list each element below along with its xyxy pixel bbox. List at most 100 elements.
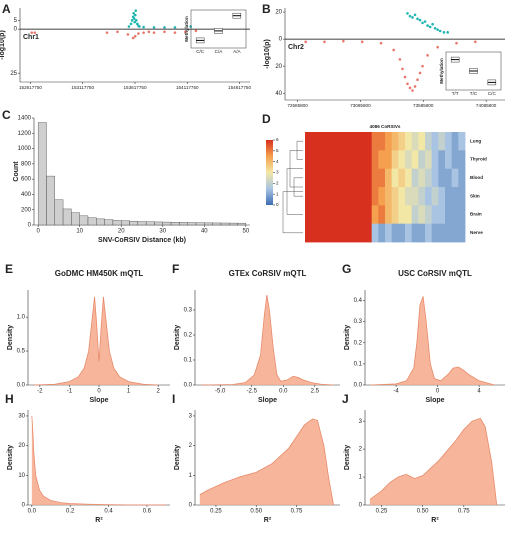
y-tick-label: 3 <box>189 414 193 420</box>
area-fill <box>369 418 497 505</box>
inset-y-label: Methylation <box>439 58 444 84</box>
panel-letter: D <box>262 112 271 126</box>
x-axis-label: Slope <box>425 397 444 404</box>
heat-cell <box>365 205 373 225</box>
y-axis-label: -log10(p) <box>264 39 271 69</box>
heat-cell <box>418 150 426 170</box>
y-tick-label: 40 <box>275 91 282 97</box>
heat-cell <box>438 150 446 170</box>
heat-cell <box>451 168 459 188</box>
y-tick-label: 0 <box>279 37 283 43</box>
heat-cell <box>385 187 393 206</box>
heat-cell <box>398 132 406 151</box>
point <box>401 67 404 71</box>
heat-cell <box>411 187 419 206</box>
heat-cell <box>338 205 346 225</box>
colorbar-label: 5 <box>276 148 279 153</box>
point <box>129 22 133 26</box>
point <box>431 22 434 26</box>
heat-cell <box>345 205 353 225</box>
point <box>403 75 407 79</box>
y-tick-label: 3 <box>359 419 363 425</box>
bar <box>162 221 172 226</box>
y-tick-label: 0.0 <box>354 383 363 389</box>
y-tick-label: 0 <box>189 503 193 509</box>
point <box>426 54 429 57</box>
x-tick-label: 0 <box>436 389 440 395</box>
point <box>446 31 449 34</box>
point <box>426 24 429 27</box>
point <box>360 40 364 44</box>
point <box>189 25 192 28</box>
heat-cell <box>451 205 459 225</box>
inset-frame <box>445 51 502 91</box>
point <box>133 34 137 38</box>
x-tick-label: 1 <box>127 389 131 395</box>
heat-cell <box>458 223 466 243</box>
bar <box>37 122 47 226</box>
point <box>147 30 151 34</box>
y-tick-label: 600 <box>21 177 32 183</box>
point <box>342 39 345 43</box>
heat-cell <box>445 132 453 151</box>
area-fill <box>199 418 334 505</box>
y-tick-label: 0.1 <box>354 361 363 367</box>
point <box>406 82 409 86</box>
heat-cell <box>438 187 446 206</box>
point <box>418 71 422 75</box>
x-tick-label: -2.5 <box>247 389 258 395</box>
heat-cell <box>458 150 466 170</box>
heat-cell <box>318 187 326 206</box>
heat-cell <box>365 132 373 151</box>
area-fill <box>201 295 334 385</box>
point <box>433 26 437 30</box>
y-tick-label: 0 <box>14 27 18 33</box>
point <box>116 30 119 34</box>
heat-cell <box>331 205 339 225</box>
point <box>30 31 34 34</box>
point <box>142 25 145 29</box>
heat-cell <box>451 223 459 243</box>
point <box>33 31 37 34</box>
heat-cell <box>325 187 333 206</box>
y-tick-label: 1.0 <box>17 315 26 321</box>
heat-cell <box>318 205 326 225</box>
heat-cell <box>331 150 339 170</box>
x-tick-label: 0.50 <box>417 509 429 515</box>
point <box>423 20 427 23</box>
inset-category: A/A <box>233 49 241 54</box>
x-tick-label: 74085800 <box>476 103 497 108</box>
point <box>442 31 446 34</box>
point <box>455 41 458 45</box>
heat-cell <box>331 223 339 243</box>
heat-cell <box>391 223 399 243</box>
heat-cell <box>418 223 426 243</box>
heat-cell <box>411 168 419 188</box>
point <box>398 58 402 61</box>
bar <box>121 220 130 226</box>
panel-letter: F <box>172 262 179 276</box>
bar <box>229 222 238 226</box>
row-label: Skin <box>470 193 480 198</box>
bar <box>145 221 155 226</box>
heat-cell <box>458 132 466 151</box>
heat-cell <box>305 150 313 170</box>
heat-cell <box>378 168 386 188</box>
bar <box>154 221 163 226</box>
annotation: Chr2 <box>288 44 304 51</box>
point <box>130 19 134 22</box>
point <box>421 64 424 68</box>
x-tick-label: 0.6 <box>143 509 152 515</box>
heat-cell <box>425 205 433 225</box>
point <box>418 18 422 22</box>
y-tick-label: 0.2 <box>184 333 193 339</box>
point <box>133 13 137 17</box>
heat-cell <box>418 168 426 188</box>
x-tick-label: 0.75 <box>458 509 470 515</box>
heat-cell <box>385 223 393 243</box>
heat-cell <box>351 150 359 170</box>
bar <box>87 217 97 226</box>
heat-cell <box>305 168 313 188</box>
point <box>194 29 198 33</box>
x-tick-label: 10 <box>76 229 83 235</box>
